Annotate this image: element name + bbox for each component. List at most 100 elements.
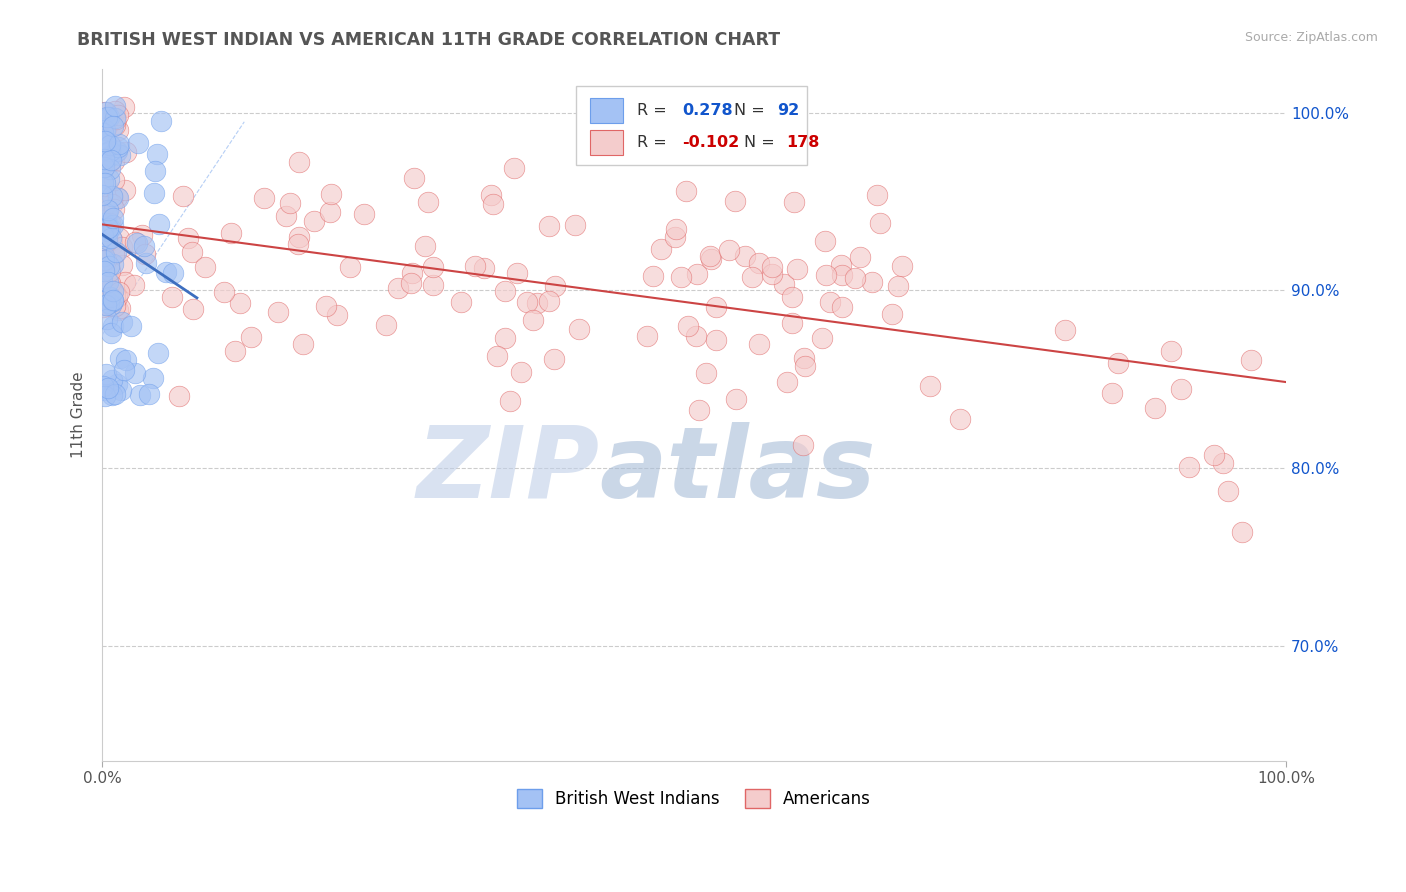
Point (1170, 382, 1192, 396)
Point (91, 156, 114, 170)
Point (101, 120, 124, 134)
Point (793, 359, 815, 374)
Point (101, 211, 124, 226)
Point (110, 383, 132, 397)
Point (177, 231, 200, 245)
Point (112, 100, 135, 114)
Point (96, 312, 118, 326)
Point (111, 315, 134, 329)
Point (1053, 323, 1076, 337)
Point (472, 261, 495, 276)
Point (107, 302, 129, 317)
Point (93, 224, 115, 238)
Point (103, 218, 125, 232)
Point (100, 189, 122, 203)
Point (103, 246, 125, 260)
Point (194, 260, 217, 275)
Point (685, 328, 707, 343)
Point (98, 264, 121, 278)
Point (93, 216, 115, 230)
Point (422, 278, 444, 293)
Text: 0.278: 0.278 (682, 103, 733, 118)
Point (304, 214, 326, 228)
Point (1101, 386, 1123, 401)
Point (96, 232, 118, 246)
Point (107, 144, 129, 158)
Point (538, 294, 561, 309)
Point (104, 119, 127, 133)
Point (509, 365, 531, 379)
Point (288, 154, 311, 169)
Point (103, 293, 125, 308)
Point (112, 363, 135, 377)
Point (128, 387, 150, 401)
Point (522, 313, 544, 327)
Point (108, 136, 131, 151)
Point (97, 202, 120, 217)
Point (494, 284, 516, 298)
Point (516, 294, 538, 309)
Point (831, 268, 853, 282)
Point (103, 287, 125, 301)
Point (402, 171, 425, 186)
Point (792, 438, 814, 452)
Text: N =: N = (744, 135, 775, 150)
Point (167, 389, 190, 403)
Point (96, 298, 118, 312)
Point (844, 271, 866, 285)
Point (253, 191, 276, 205)
Point (94, 120, 117, 135)
Point (93, 249, 115, 263)
Point (98, 259, 121, 273)
Point (146, 346, 169, 360)
Point (103, 293, 125, 307)
Point (401, 266, 423, 280)
Point (108, 351, 131, 365)
Point (100, 233, 122, 247)
Point (94, 240, 117, 254)
Text: 92: 92 (778, 103, 799, 118)
Point (678, 318, 700, 333)
Point (641, 268, 664, 283)
Point (162, 266, 184, 280)
Point (537, 219, 560, 233)
Point (686, 267, 709, 281)
Point (125, 236, 148, 251)
Point (814, 234, 837, 248)
Point (326, 308, 349, 322)
Point (103, 285, 125, 300)
Point (107, 231, 129, 245)
Point (132, 239, 155, 253)
Point (481, 187, 503, 202)
Point (675, 184, 697, 198)
Point (278, 196, 301, 211)
Point (97, 110, 120, 124)
Point (773, 277, 796, 291)
Point (664, 229, 686, 244)
Point (704, 300, 727, 314)
Point (1212, 456, 1234, 470)
Point (143, 186, 166, 200)
Point (93, 134, 115, 148)
Point (160, 290, 183, 304)
Point (124, 366, 146, 380)
Text: atlas: atlas (599, 422, 876, 519)
Point (748, 337, 770, 351)
Point (100, 153, 122, 168)
Point (482, 197, 505, 211)
Point (98, 276, 121, 290)
Point (93, 160, 115, 174)
FancyBboxPatch shape (575, 86, 807, 166)
Point (103, 202, 125, 216)
Point (1107, 356, 1129, 370)
Point (101, 197, 124, 211)
Point (375, 318, 398, 333)
Point (94, 134, 117, 148)
Point (650, 242, 672, 256)
Point (318, 205, 340, 219)
Point (91, 150, 114, 164)
Y-axis label: 11th Grade: 11th Grade (72, 371, 86, 458)
Point (831, 300, 853, 314)
Point (91, 126, 114, 140)
Point (93, 264, 115, 278)
